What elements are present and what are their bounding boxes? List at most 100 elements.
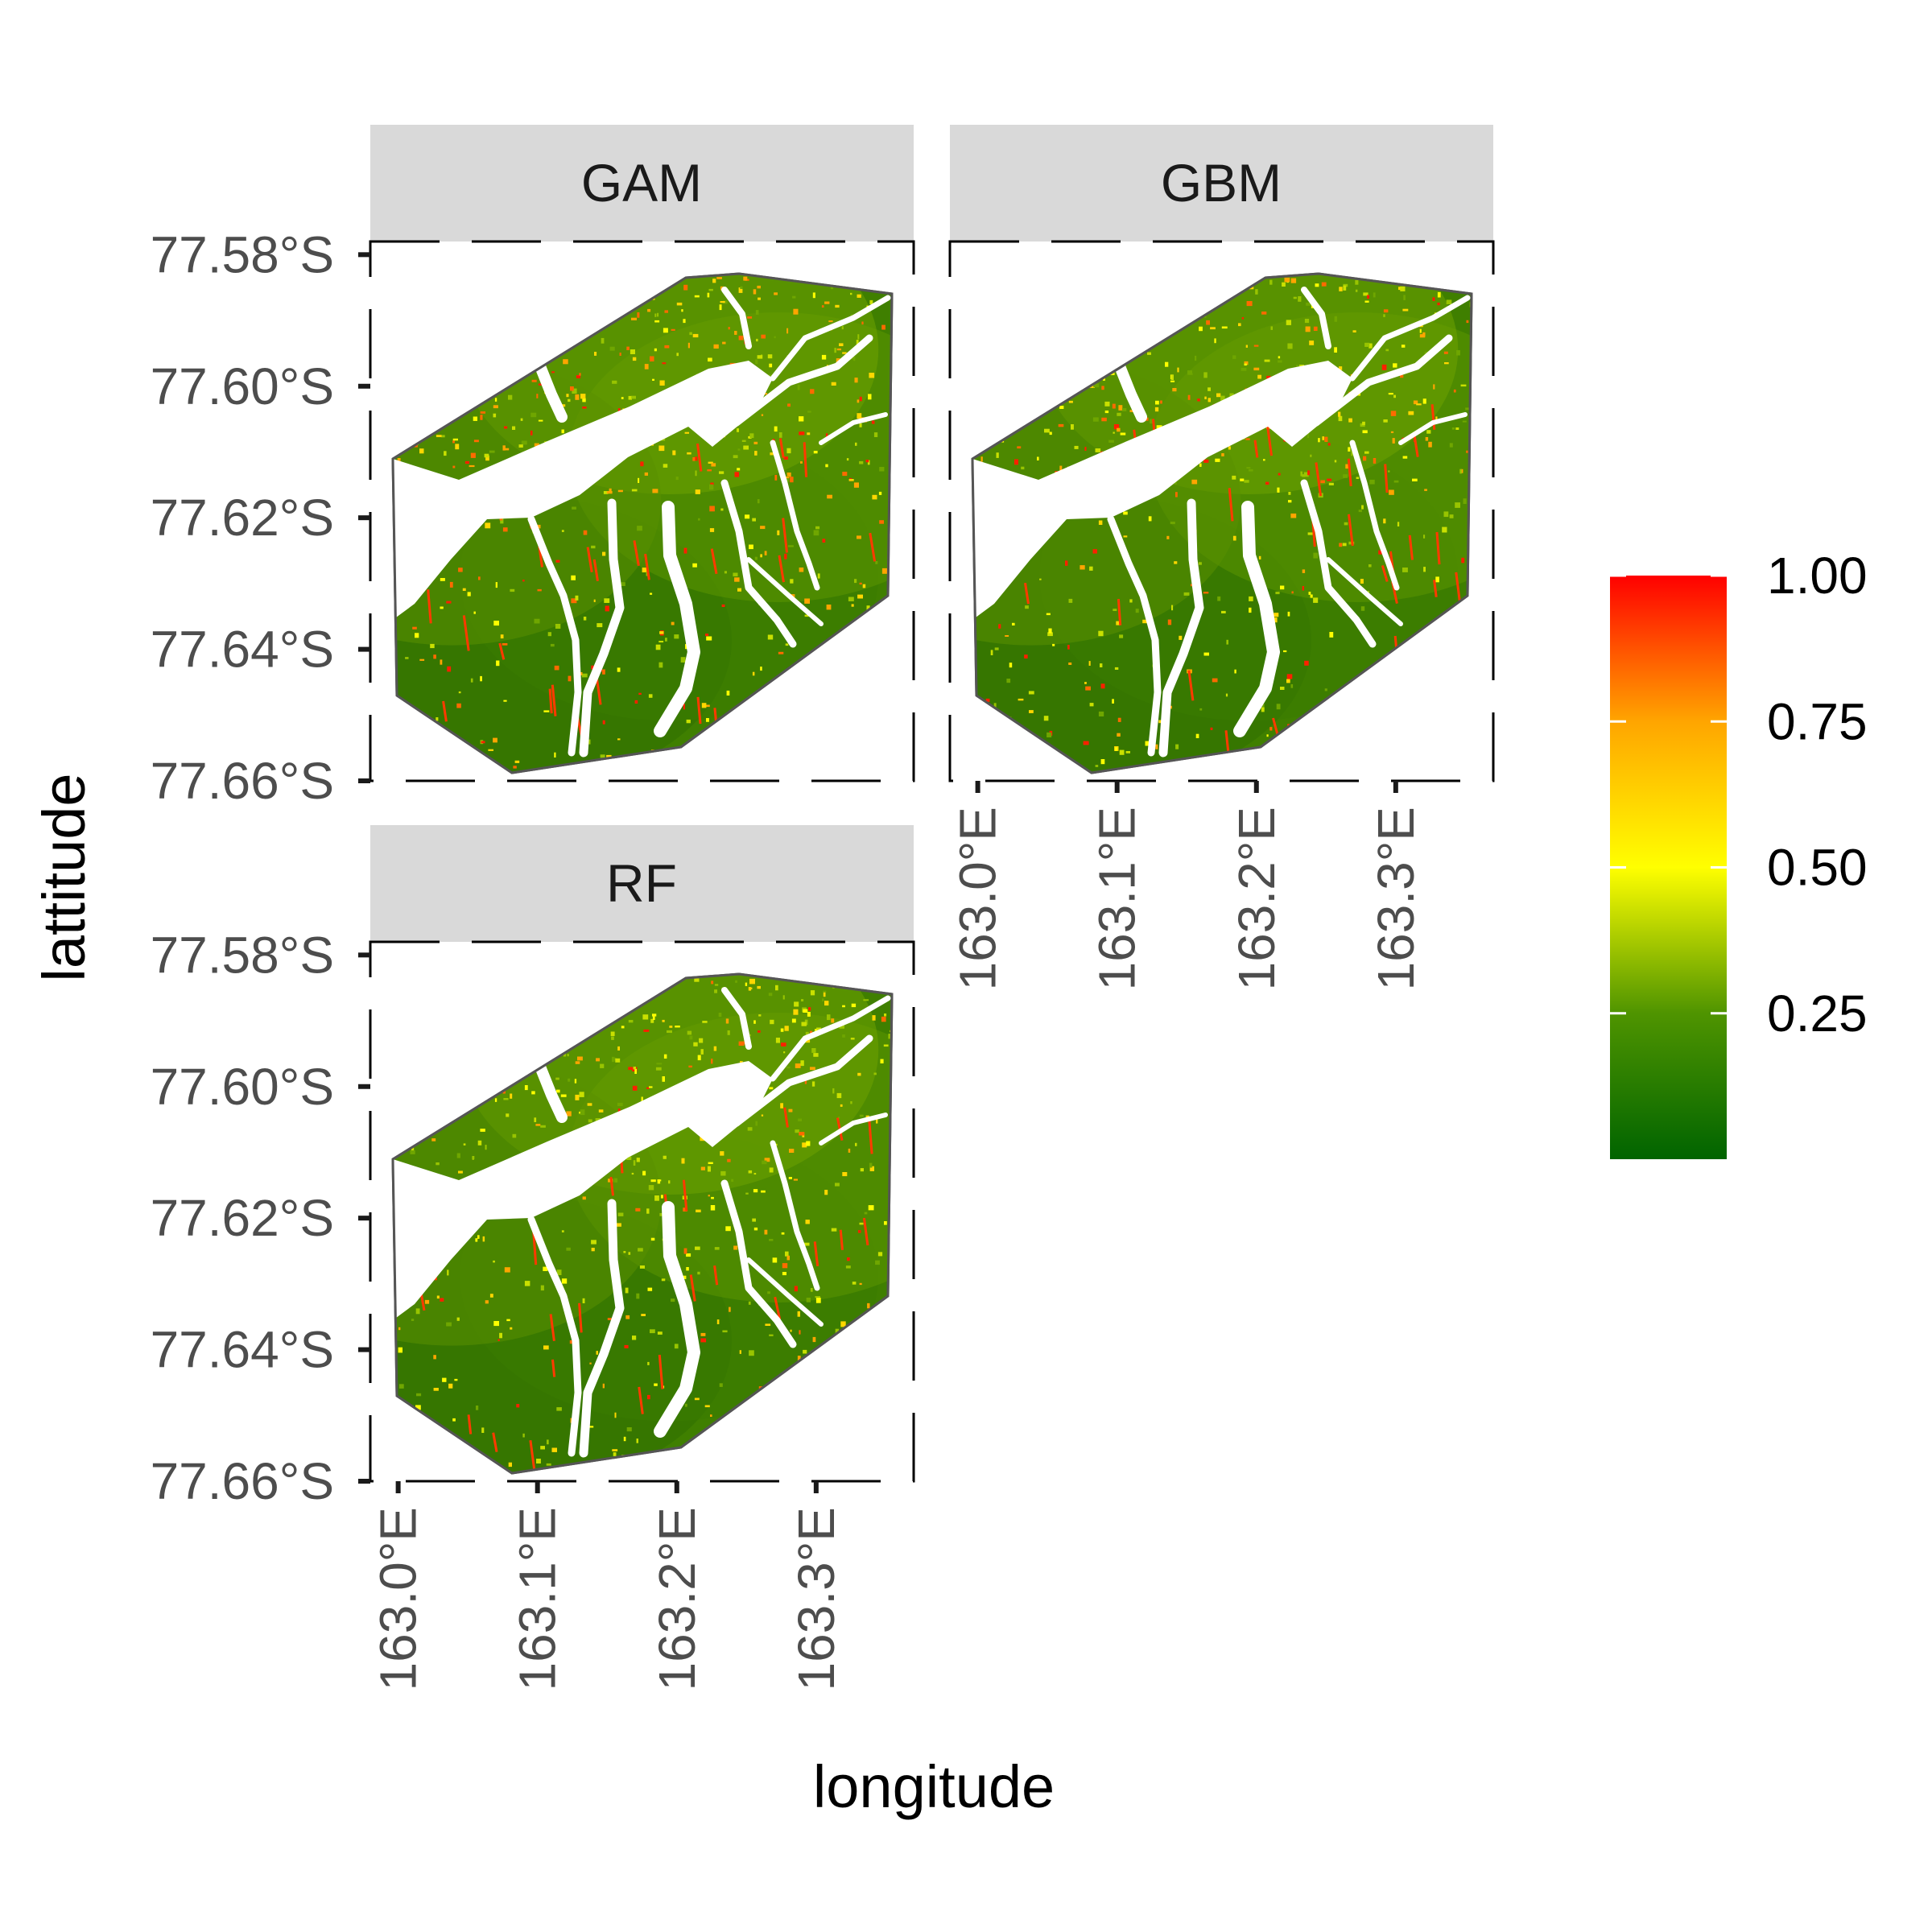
raster-cell: [737, 468, 741, 471]
raster-cell: [881, 1410, 885, 1416]
raster-cell: [753, 1227, 758, 1231]
raster-cell: [636, 1439, 638, 1443]
raster-cell: [531, 1091, 535, 1095]
raster-cell: [555, 1038, 559, 1044]
raster-cell: [644, 767, 648, 773]
raster-cell: [1385, 349, 1389, 352]
stream-channel: [1398, 412, 1468, 445]
raster-cell: [478, 576, 481, 580]
raster-cell: [476, 1406, 479, 1410]
raster-cell: [857, 535, 861, 539]
raster-cell: [473, 1067, 479, 1073]
raster-cell: [748, 1301, 751, 1305]
y-tick-label: 77.66°S: [151, 752, 334, 810]
raster-cell: [769, 1334, 774, 1336]
raster-cell: [786, 328, 789, 334]
raster-cell: [469, 464, 475, 468]
raster-cell: [1343, 285, 1347, 291]
raster-cell: [738, 336, 744, 341]
raster-cell: [1216, 393, 1221, 398]
raster-cell: [647, 308, 651, 312]
raster-cell: [980, 295, 984, 299]
raster-cell: [1446, 299, 1452, 304]
raster-cell: [524, 1085, 528, 1091]
raster-cell: [444, 1093, 450, 1096]
raster-cell: [602, 1383, 605, 1389]
raster-cell: [753, 1189, 758, 1193]
raster-cell: [561, 429, 564, 434]
raster-cell: [1428, 441, 1432, 448]
raster-cell: [1170, 522, 1175, 525]
raster-cell: [1455, 502, 1460, 508]
raster-cell: [1114, 667, 1119, 670]
raster-cell: [605, 605, 609, 612]
high-suitability-streak: [427, 589, 432, 624]
high-suitability-streak: [1391, 745, 1397, 773]
raster-cell: [1123, 511, 1128, 515]
raster-cell: [877, 712, 879, 716]
panel-border: [948, 240, 1495, 782]
raster-cell: [769, 1167, 774, 1173]
raster-cell: [488, 749, 493, 751]
raster-cell: [1021, 466, 1025, 470]
facet-label-gbm: GBM: [1161, 153, 1282, 213]
raster-cell: [694, 978, 700, 982]
raster-cell: [576, 313, 580, 316]
raster-cell: [631, 395, 636, 399]
raster-cell: [786, 1433, 790, 1439]
raster-cell: [1313, 552, 1319, 559]
raster-cell: [1356, 477, 1360, 479]
raster-cell: [720, 1170, 726, 1176]
colorbar-ticks: 0.250.500.751.00: [1610, 547, 1868, 1042]
raster-cell: [855, 442, 857, 446]
raster-cell: [588, 1119, 592, 1123]
raster-cell: [834, 1418, 839, 1422]
raster-cell: [1427, 692, 1431, 696]
raster-cell: [823, 990, 827, 993]
raster-cell: [582, 1196, 586, 1200]
raster-cell: [582, 407, 587, 409]
raster-cell: [1308, 592, 1311, 595]
raster-cell: [642, 1014, 649, 1020]
raster-cell: [623, 981, 630, 985]
raster-cell: [1139, 288, 1146, 291]
high-suitability-streak: [1265, 424, 1273, 456]
raster-cell: [538, 419, 543, 422]
raster-cell: [424, 1299, 430, 1304]
raster-cell: [1215, 458, 1220, 462]
raster-cell: [803, 1242, 810, 1246]
raster-cell: [1095, 448, 1101, 452]
raster-cell: [758, 1030, 761, 1033]
raster-cell: [1014, 341, 1017, 346]
raster-cell: [979, 323, 983, 327]
raster-cell: [983, 369, 988, 371]
raster-cell: [411, 382, 416, 386]
raster-cell: [650, 1237, 655, 1241]
raster-cell: [412, 398, 416, 402]
raster-cell: [1258, 555, 1261, 559]
raster-cell: [1322, 436, 1324, 440]
x-tick-label: 163.2°E: [648, 1507, 706, 1690]
raster-cell: [681, 1158, 685, 1164]
raster-cell: [832, 976, 836, 981]
high-suitability-streak: [861, 743, 869, 773]
raster-cell: [777, 530, 780, 535]
raster-cell: [636, 1293, 640, 1299]
raster-cell: [1385, 752, 1389, 758]
raster-cell: [1018, 698, 1024, 701]
raster-cell: [863, 1422, 869, 1426]
raster-cell: [398, 308, 401, 312]
raster-cell: [768, 993, 773, 997]
raster-cell: [709, 484, 714, 490]
stream-channel: [1158, 498, 1204, 758]
raster-cell: [711, 463, 716, 467]
raster-cell: [627, 285, 632, 291]
raster-cell: [458, 691, 461, 694]
raster-cell: [680, 657, 686, 663]
raster-cell: [583, 617, 587, 621]
raster-cell: [1433, 384, 1435, 390]
stream-channel: [1349, 295, 1471, 382]
high-suitability-streak: [638, 1386, 644, 1414]
raster-cell: [990, 348, 994, 350]
raster-cell: [556, 1003, 559, 1006]
